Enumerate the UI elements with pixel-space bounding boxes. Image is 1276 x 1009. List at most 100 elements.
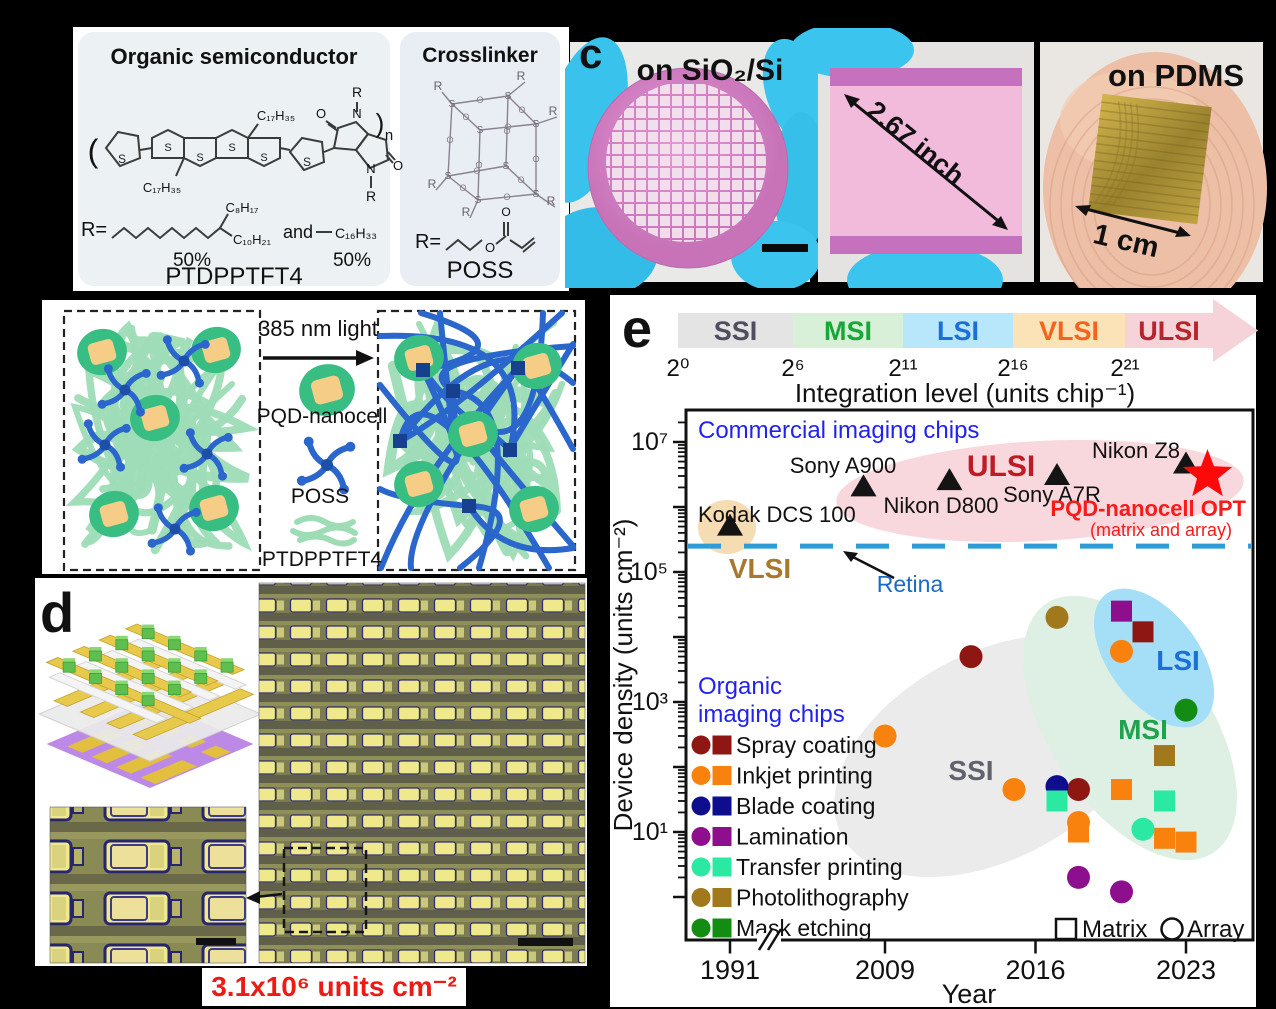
nanocell-core xyxy=(522,353,552,379)
pixel-cube xyxy=(89,673,102,684)
panel-label-e: e xyxy=(622,299,652,359)
retina-label: Retina xyxy=(877,571,944,597)
data-point-matrix xyxy=(1111,779,1132,801)
pixel-cube-top xyxy=(142,669,155,674)
ptdpptft4-icon xyxy=(290,515,358,547)
poss-arm-tip xyxy=(83,419,93,429)
glove-top xyxy=(790,28,914,78)
crosslinker-box xyxy=(400,32,560,286)
cage-edge xyxy=(477,129,481,201)
silicon-node: S xyxy=(475,195,482,206)
r-stick xyxy=(535,193,556,208)
substituent-c10h21: C₁₀H₂₁ xyxy=(233,232,272,247)
pixel-cube xyxy=(168,661,181,673)
retina-arrowhead xyxy=(843,551,858,562)
pixel-cube xyxy=(141,673,155,684)
polymer-name: PTDPPTFT4 xyxy=(165,263,302,290)
r-equals: R= xyxy=(81,219,107,241)
cage-edge xyxy=(505,165,537,195)
density-caption-box xyxy=(202,968,466,1006)
cage-edge xyxy=(451,95,509,105)
pixel-cube xyxy=(168,639,181,651)
r-stick xyxy=(441,91,453,105)
pixel-cube-top xyxy=(89,669,102,674)
organic-title-2: imaging chips xyxy=(698,701,845,728)
film-line xyxy=(1092,176,1202,192)
legend-method-label: Lamination xyxy=(736,824,849,850)
poss-arm-tip xyxy=(303,436,314,447)
data-point-array xyxy=(1174,698,1198,722)
fused-ring xyxy=(215,128,249,159)
film-line xyxy=(1098,126,1208,142)
pqd-nanocell-star xyxy=(1182,449,1233,497)
camera-label: Kodak DCS 100 xyxy=(698,502,856,527)
legend-swatch-square xyxy=(712,918,732,938)
legend-swatch-square xyxy=(712,857,732,877)
legend-swatch-square xyxy=(712,827,732,846)
r-group: R xyxy=(366,188,376,204)
legend-swatch-circle xyxy=(691,766,711,785)
oxygen-atom: O xyxy=(485,240,495,255)
oxygen-atom: O xyxy=(316,106,326,121)
integration-tick-label: 2⁶ xyxy=(781,355,804,382)
legend-method-label: Photolithography xyxy=(736,885,909,911)
poss-arm-tip xyxy=(103,364,113,374)
oxygen-atom: O xyxy=(504,122,511,132)
legend-method-label: Inkjet printing xyxy=(736,763,873,789)
panel-label-c: c xyxy=(579,30,602,77)
film-line xyxy=(1100,109,1210,125)
squiggle xyxy=(290,524,358,538)
oxygen-atom: O xyxy=(503,126,510,136)
x-axis-title: Year xyxy=(942,979,997,1009)
bond xyxy=(325,120,337,129)
r-group: R xyxy=(462,205,471,219)
panel-c-photos: on SiO₂/Si c 2.67 inch on PDMS 1 cm xyxy=(565,28,1276,288)
integration-tick-label: 2⁰ xyxy=(667,355,690,382)
silicon-node: S xyxy=(533,189,540,200)
pixel-cube-top xyxy=(115,635,128,640)
pixel-cube xyxy=(115,639,129,651)
panel-a-chemistry: Organic semiconductor Crosslinker (S S S S S S N… xyxy=(70,25,570,293)
film-line xyxy=(1095,151,1205,167)
nanocell-core xyxy=(458,421,488,447)
data-point-array xyxy=(1045,605,1069,629)
data-point-array xyxy=(1067,778,1090,802)
glove-finger xyxy=(773,112,829,252)
squiggle xyxy=(297,533,357,547)
crosslinker-title: Crosslinker xyxy=(422,44,538,67)
data-point-array xyxy=(1110,880,1133,904)
bottom-electrode xyxy=(140,760,197,784)
cage-edge xyxy=(447,103,453,177)
pqd-nanocell xyxy=(512,342,562,390)
poss-arm-tip xyxy=(153,503,163,513)
percent-right: 50% xyxy=(333,250,371,271)
pixel-cube xyxy=(89,650,102,662)
cage-edge xyxy=(505,95,509,167)
pixel-cube-top xyxy=(142,691,155,696)
y-axis-title: Device density (units cm⁻²) xyxy=(608,519,638,832)
scale-bar xyxy=(196,938,236,945)
matrix-marker-icon xyxy=(1054,917,1078,941)
film-line xyxy=(1090,192,1200,208)
region-lsi xyxy=(1093,588,1215,728)
poss-arm-tip xyxy=(223,432,233,442)
acrylate-sketch xyxy=(445,222,536,253)
scale-arrow xyxy=(1081,206,1185,236)
integration-segment-label: SSI xyxy=(714,316,758,346)
star-sublabel: (matrix and array) xyxy=(1090,520,1232,540)
nanocell-core xyxy=(519,496,549,522)
nitrogen-atom: N xyxy=(366,161,375,176)
arrowhead xyxy=(1075,205,1091,216)
thiophene-ring xyxy=(104,130,142,168)
pqd-nanocell xyxy=(448,410,498,458)
nitrogen-atom: N xyxy=(352,106,361,121)
top-layer xyxy=(45,623,246,724)
fused-ring xyxy=(247,137,281,168)
percent-left: 50% xyxy=(173,250,211,271)
pixel-cube xyxy=(141,628,155,639)
bracket-open: ( xyxy=(88,133,99,169)
data-point-matrix xyxy=(1068,821,1089,843)
uv-light-label: 385 nm light xyxy=(258,316,378,341)
integration-tick-label: 2¹⁶ xyxy=(997,355,1028,382)
pixel-cube xyxy=(115,684,129,695)
